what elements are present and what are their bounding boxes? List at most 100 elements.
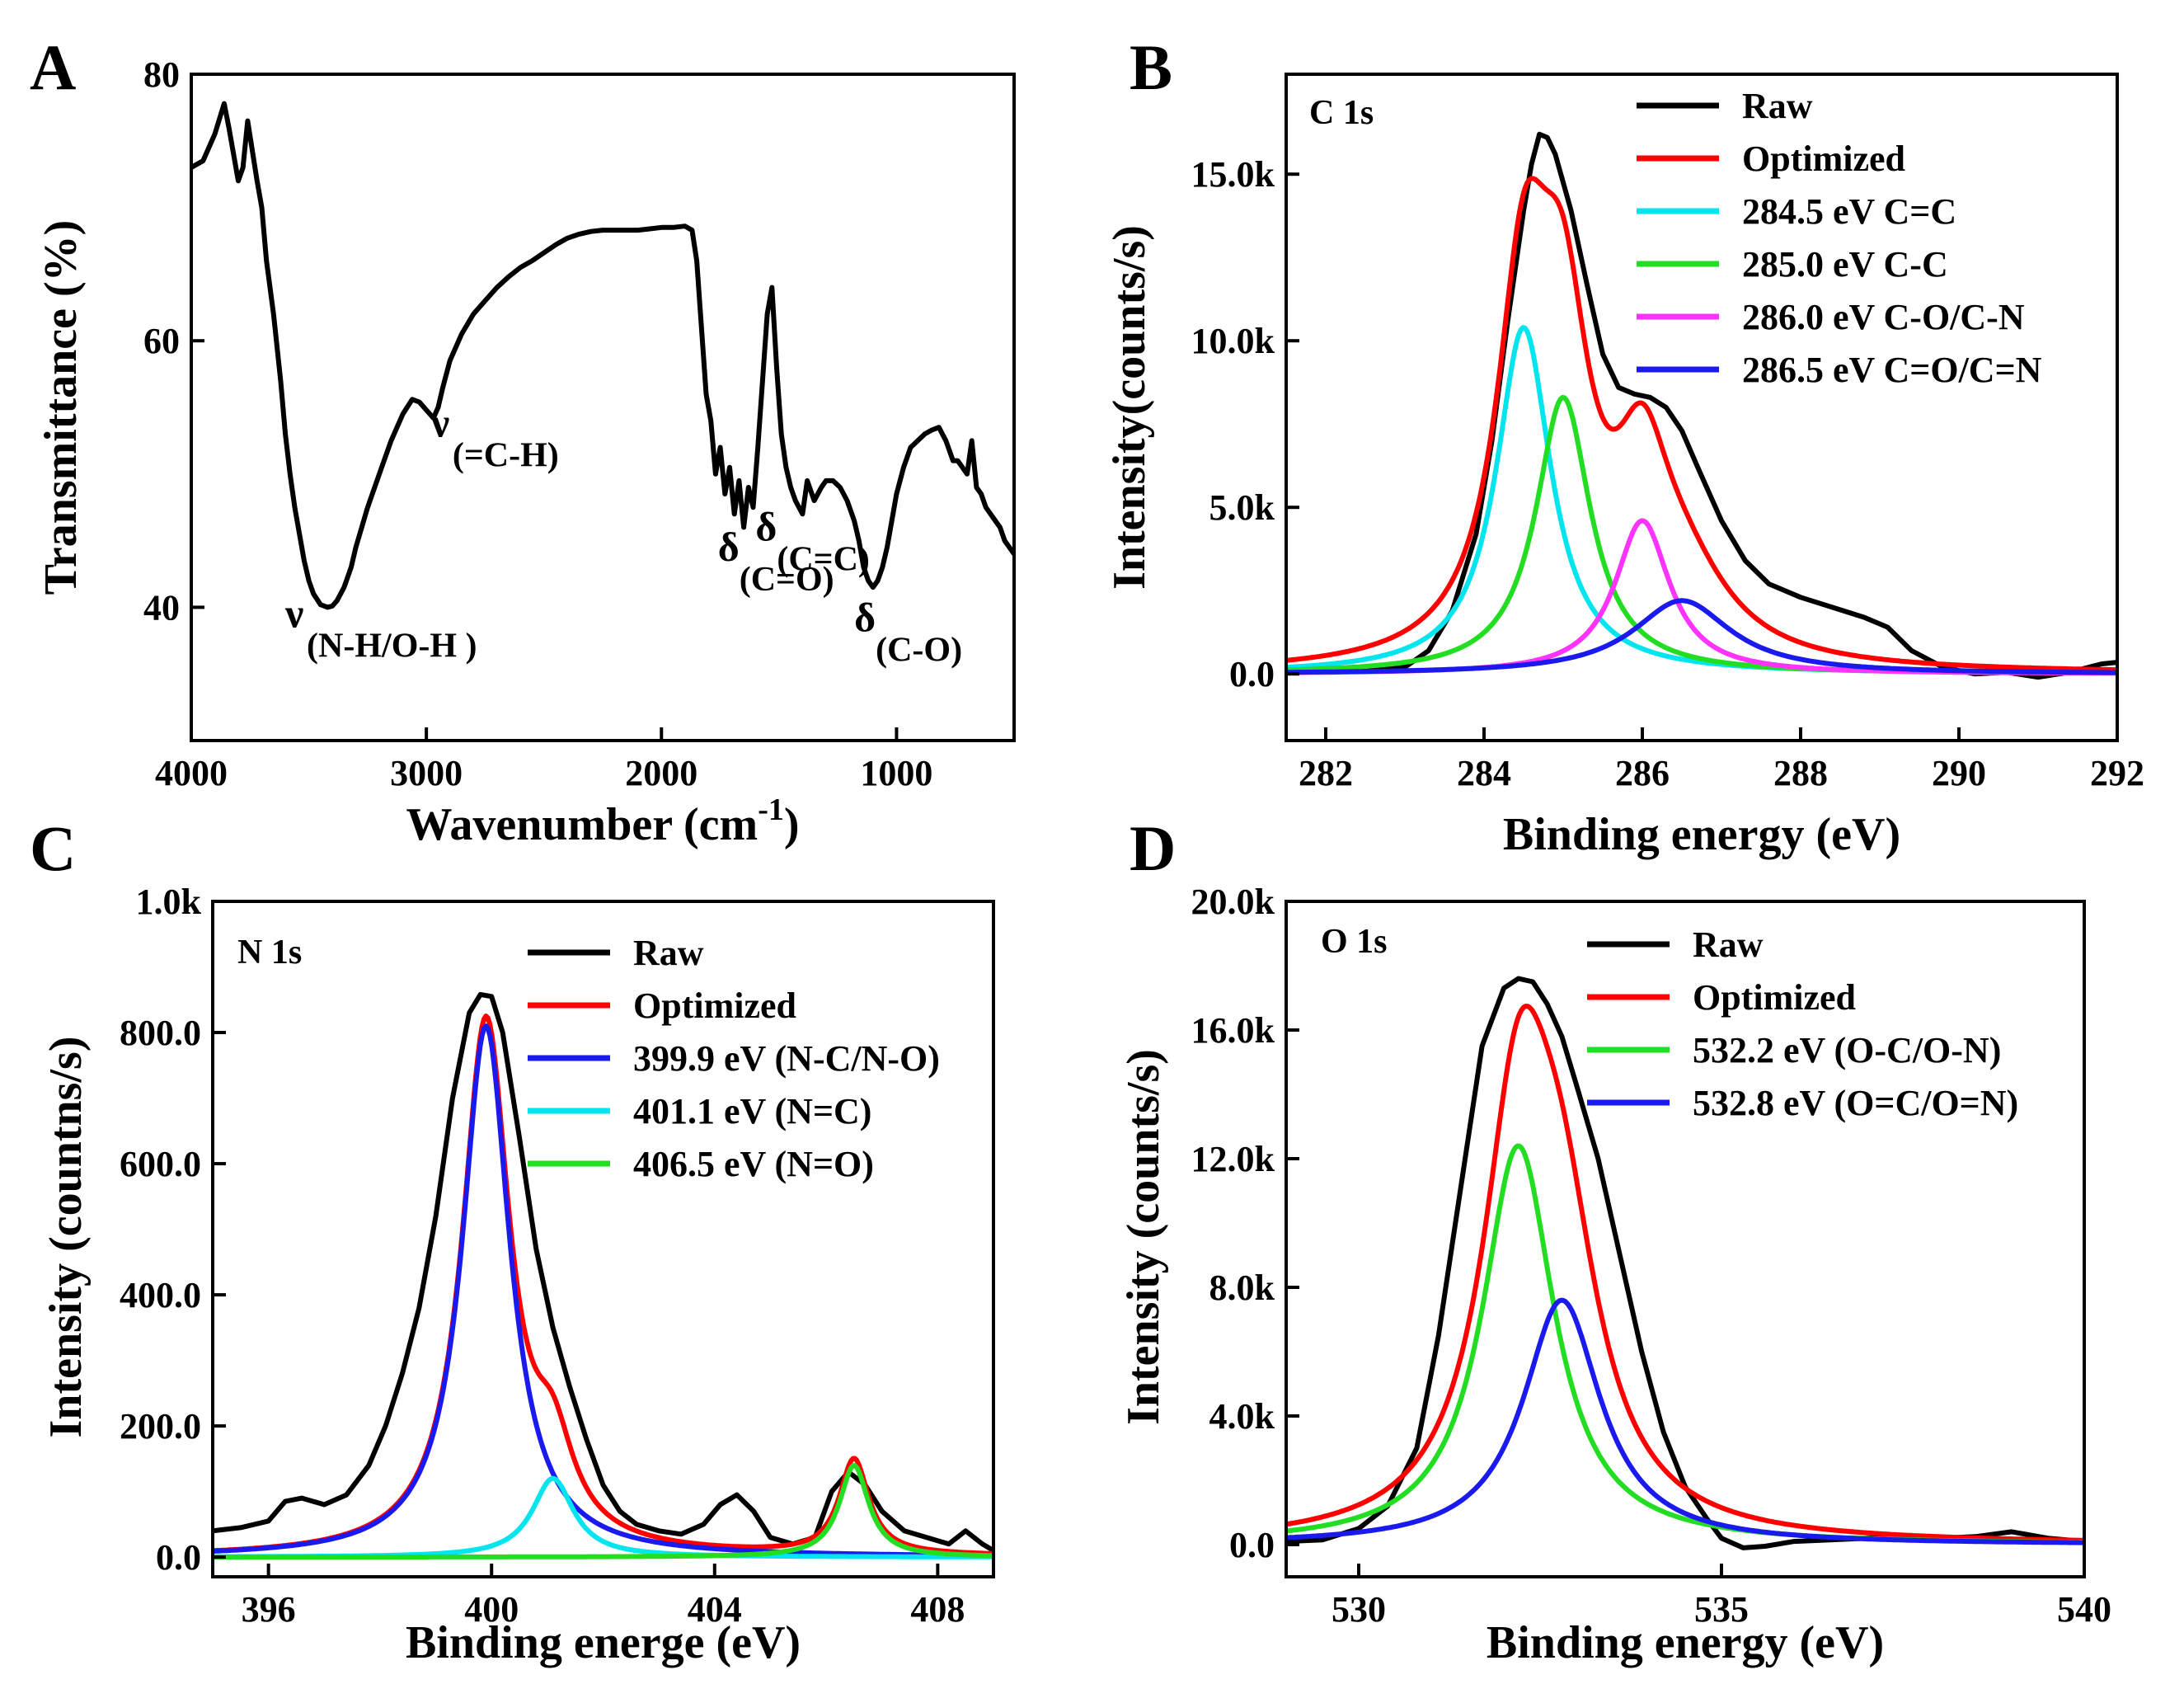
peak-annotation: ν(N-H/O-H )	[284, 590, 477, 666]
x-tick-label: 530	[1332, 1589, 1386, 1630]
y-tick-label: 8.0k	[1209, 1268, 1275, 1308]
x-tick-label: 284	[1457, 753, 1511, 793]
legend-label: Raw	[1693, 924, 1764, 965]
y-tick-label: 5.0k	[1209, 487, 1275, 528]
annotation-subscript: (=C-H)	[453, 437, 559, 475]
plot-frame	[1285, 900, 2086, 1578]
x-tick-label: 1000	[860, 753, 932, 793]
legend-label: 286.5 eV C=O/C=N	[1742, 350, 2042, 390]
y-tick-label: 10.0k	[1191, 321, 1275, 361]
legend-label: Optimized	[633, 985, 796, 1026]
y-tick-label: 200.0	[120, 1406, 201, 1446]
annotation-subscript: (N-H/O-H )	[307, 628, 477, 666]
x-axis-title-sup: -1	[758, 793, 784, 827]
panel-D: 530 535 540 0.0 4.0k 8.0k 12.0k 16.0k 20.0k D Bind…	[1118, 812, 2111, 1668]
panel-C: 396 400 404 408 0.0 200.0 400.0 600.0 800.0 1.0k C…	[30, 812, 995, 1668]
peak-annotation: ν(=C-H)	[430, 400, 559, 475]
y-tick-label: 1.0k	[136, 882, 202, 922]
y-tick-label: 4.0k	[1209, 1396, 1275, 1437]
panel-letter: A	[30, 31, 76, 103]
x-tick-label: 4000	[155, 753, 228, 793]
y-tick-label: 16.0k	[1191, 1010, 1275, 1051]
y-tick-label: 600.0	[120, 1144, 201, 1184]
fit-peak-line-D	[1286, 1297, 2084, 1545]
series-group	[213, 991, 993, 1560]
legend-label: Raw	[633, 933, 704, 973]
legend-label: 286.0 eV C-O/C-N	[1742, 297, 2025, 337]
y-tick-label: 12.0k	[1191, 1139, 1275, 1179]
legend-label: Optimized	[1693, 977, 1856, 1018]
fit-peak-line-C	[213, 1463, 993, 1560]
legend: Raw Optimized 532.2 eV (O-C/O-N) 532.8 eV (…	[1587, 924, 2018, 1123]
x-tick-label: 535	[1694, 1589, 1749, 1630]
legend: Raw Optimized 399.9 eV (N-C/N-O) 401.1 eV (…	[528, 933, 940, 1184]
panel-letter: D	[1130, 812, 1176, 884]
y-tick-label: 60	[143, 321, 180, 361]
x-axis-title: Binding energy (eV)	[1487, 1617, 1884, 1668]
y-axis-title: Intensity (countns/s)	[40, 1037, 92, 1438]
x-axis-title: Binding energe (eV)	[406, 1617, 801, 1668]
x-axis-title-end: )	[784, 799, 800, 850]
legend-label: 406.5 eV (N=O)	[633, 1144, 874, 1184]
panels: 4000 3000 2000 1000 40 60 80 A Wavenumber (cm-1)…	[30, 31, 2144, 1668]
peak-annotation: δ(C-O)	[854, 594, 962, 669]
annotation-symbol: δ	[718, 524, 740, 570]
x-tick-label: 400	[464, 1589, 519, 1630]
panel-A: 4000 3000 2000 1000 40 60 80 A Wavenumber (cm-1)…	[30, 31, 1016, 850]
y-tick-label: 20.0k	[1191, 882, 1275, 922]
legend-label: 532.8 eV (O=C/O=N)	[1693, 1083, 2018, 1123]
y-tick-label: 15.0k	[1191, 154, 1275, 195]
legend-label: 401.1 eV (N=C)	[633, 1091, 871, 1131]
panel-label: O 1s	[1321, 923, 1388, 961]
panel-label: C 1s	[1309, 94, 1374, 132]
x-tick-label: 540	[2057, 1589, 2111, 1630]
fit-peak-line-A	[191, 101, 1014, 610]
y-tick-label: 400.0	[120, 1275, 201, 1315]
peak-annotation: δ(C=O)	[718, 524, 834, 599]
y-tick-label: 0.0	[1229, 1525, 1275, 1565]
peak-annotation: δ(C=C)	[755, 504, 870, 579]
x-tick-label: 2000	[625, 753, 697, 793]
y-tick-label: 0.0	[1229, 654, 1275, 694]
fit-peak-line-B	[1286, 598, 2117, 675]
annotation-subscript: (C-O)	[876, 631, 962, 669]
x-tick-label: 286	[1615, 753, 1670, 793]
x-tick-label: 3000	[390, 753, 463, 793]
y-axis-title: Intensity(counts/s)	[1104, 225, 1155, 590]
y-axis-title: Transmittance (%)	[35, 220, 87, 595]
plot-frame	[190, 73, 1016, 742]
optimized-line-D	[1286, 1004, 2084, 1543]
y-tick-label: 800.0	[120, 1013, 201, 1053]
x-tick-label: 292	[2090, 753, 2144, 793]
legend-label: 532.2 eV (O-C/O-N)	[1693, 1030, 2001, 1070]
panel-letter: B	[1130, 31, 1172, 103]
panel-B: 282 284 286 288 290 292 0.0 5.0k 10.0k 15.0k B Bind…	[1104, 31, 2144, 860]
plot-frame	[1285, 73, 2119, 742]
legend-label: 284.5 eV C=C	[1742, 191, 1956, 232]
annotation-symbol: δ	[755, 504, 777, 550]
panel-label: N 1s	[237, 934, 302, 971]
fit-peak-line-C	[213, 1023, 993, 1558]
y-tick-label: 40	[143, 587, 180, 628]
legend-label: Raw	[1742, 86, 1813, 126]
x-tick-label: 288	[1773, 753, 1828, 793]
annotation-subscript: (C=O)	[740, 561, 834, 599]
annotation-symbol: δ	[854, 594, 876, 640]
y-tick-label: 80	[143, 54, 180, 95]
legend-label: 285.0 eV C-C	[1742, 244, 1948, 285]
x-tick-label: 290	[1932, 753, 1986, 793]
legend-label: 399.9 eV (N-C/N-O)	[633, 1038, 940, 1079]
optimized-line-B	[1286, 176, 2117, 673]
series-group	[1286, 976, 2084, 1550]
plot-frame	[211, 900, 995, 1578]
annotation-symbol: ν	[284, 590, 303, 637]
x-axis-title: Wavenumber (cm-1)	[406, 793, 799, 850]
x-axis-title: Binding energy (eV)	[1503, 809, 1900, 860]
x-tick-label: 404	[688, 1589, 742, 1630]
x-tick-label: 408	[910, 1589, 965, 1630]
panel-letter: C	[30, 812, 76, 884]
series-group	[1286, 131, 2117, 680]
y-axis-title: Intensity (counts/s)	[1118, 1049, 1169, 1425]
